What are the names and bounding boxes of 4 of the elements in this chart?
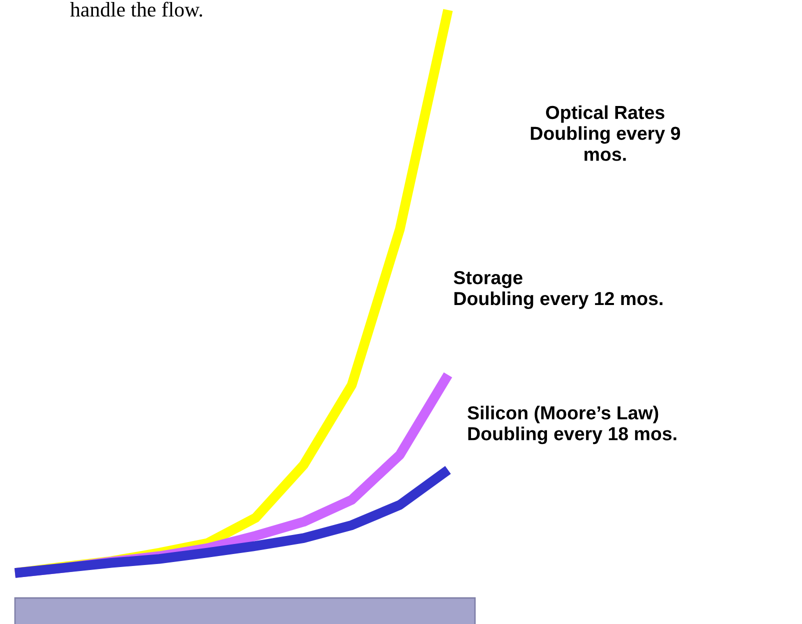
annotation: handle the flow.	[70, 2, 202, 17]
series-label: Silicon (Moore’s Law) Doubling every 18 mos.	[468, 406, 676, 444]
text: Optical Rates Doubling every 9 mos.	[530, 105, 680, 161]
text: Storage Doubling every 12 mos.	[454, 271, 662, 310]
